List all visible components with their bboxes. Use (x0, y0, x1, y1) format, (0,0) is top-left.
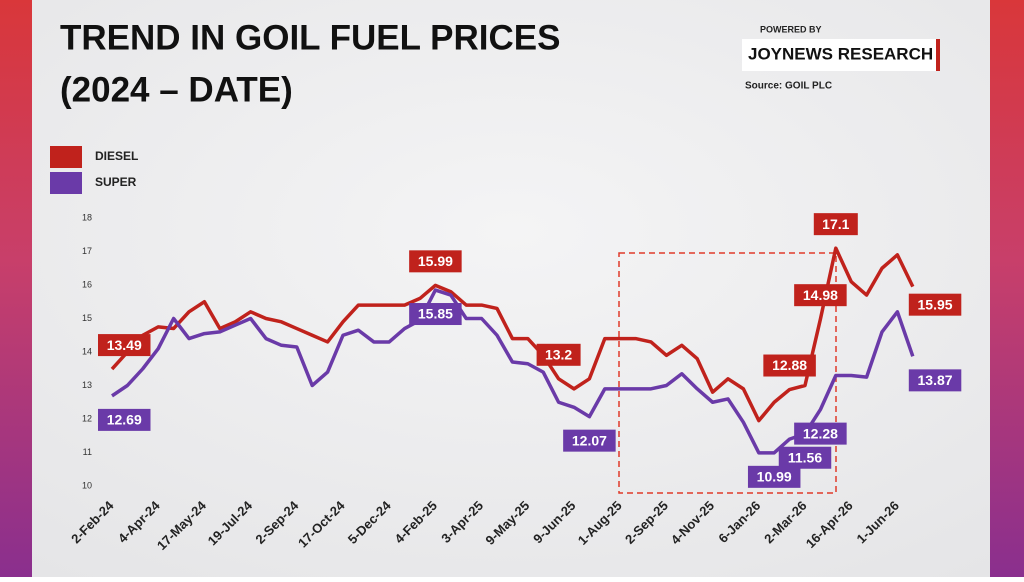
data-label-box (763, 354, 816, 377)
chart-title: (2024 – DATE) (60, 70, 293, 109)
y-tick-label: 18 (82, 212, 92, 222)
data-label-box (409, 250, 462, 273)
y-tick-label: 10 (82, 480, 92, 490)
data-label-box (813, 213, 858, 236)
data-label: 14.98 (803, 287, 838, 303)
brand: JOYNEWS RESEARCH (748, 44, 933, 63)
legend-label: SUPER (95, 175, 137, 189)
data-label: 13.49 (107, 337, 142, 353)
data-label-box (536, 343, 581, 366)
side-stripe (990, 0, 1024, 577)
data-label: 10.99 (757, 469, 792, 485)
chart-title: TREND IN GOIL FUEL PRICES (60, 18, 560, 57)
legend-label: DIESEL (95, 149, 138, 163)
data-label-box (794, 284, 847, 307)
y-tick-label: 15 (82, 313, 92, 323)
y-tick-label: 16 (82, 279, 92, 289)
data-label: 17.1 (822, 216, 849, 232)
side-stripe (0, 0, 32, 577)
data-label-box (908, 369, 962, 392)
y-tick-label: 12 (82, 413, 92, 423)
data-label-box (908, 293, 962, 316)
data-label: 13.87 (918, 372, 953, 388)
data-label-box (747, 465, 801, 488)
y-tick-label: 13 (82, 380, 92, 390)
data-label: 15.95 (918, 296, 953, 312)
highlight-box (618, 252, 837, 494)
data-label-box (563, 429, 616, 452)
data-label-box (98, 334, 151, 357)
y-tick-label: 17 (82, 246, 92, 256)
data-label-box (98, 408, 151, 431)
data-label-box (409, 303, 462, 326)
data-label: 13.2 (545, 347, 572, 363)
legend-swatch (50, 146, 82, 168)
y-tick-label: 11 (83, 447, 92, 457)
brand-accent (936, 39, 940, 71)
data-label: 12.28 (803, 425, 838, 441)
data-label-box (778, 446, 832, 469)
data-label: 11.56 (788, 449, 822, 465)
y-tick-label: 14 (82, 346, 92, 356)
source: Source: GOIL PLC (745, 81, 832, 92)
brand-box (742, 39, 940, 71)
legend-swatch (50, 172, 82, 194)
series-line (110, 246, 915, 423)
data-label: 15.85 (418, 306, 453, 322)
data-label: 15.99 (418, 253, 453, 269)
powered-by: POWERED BY (760, 24, 822, 34)
data-label: 12.88 (772, 357, 807, 373)
data-label: 12.69 (107, 412, 142, 428)
data-label-box (794, 422, 847, 445)
data-label: 12.07 (572, 432, 607, 448)
